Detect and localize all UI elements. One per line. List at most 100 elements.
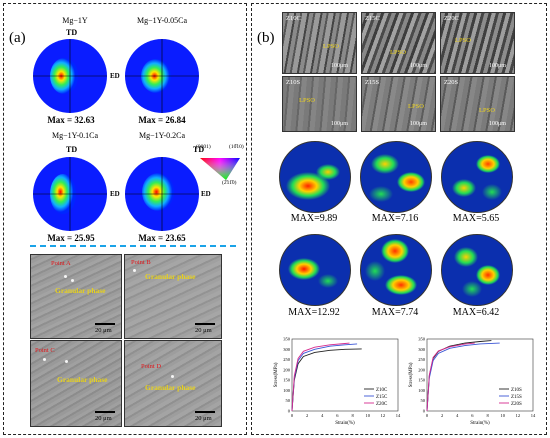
panel-b <box>251 3 547 435</box>
y-tick-label: 200 <box>418 367 426 372</box>
series-line-z15s <box>426 342 500 412</box>
micrograph-z20c: Z20C LPSO 100μm <box>440 12 515 74</box>
sem-phase-label: Granular phase <box>55 286 106 295</box>
x-tick-label: 12 <box>381 413 386 418</box>
y-axis-label: Stress(MPa) <box>409 362 414 387</box>
ebsd-pole-figure <box>360 141 432 213</box>
micrograph-title: Z10C <box>286 15 301 22</box>
micrograph-scale: 100μm <box>331 63 348 69</box>
y-tick-label: 250 <box>418 357 426 362</box>
sem-point-label: Point C <box>35 347 55 354</box>
x-tick-label: 8 <box>486 413 489 418</box>
legend-entry: Z15S <box>511 395 522 400</box>
y-tick-label: 150 <box>283 378 291 383</box>
pole-figure-td-label: TD <box>193 145 205 154</box>
sem-particle <box>64 275 67 278</box>
scale-bar <box>95 323 115 325</box>
sem-point-label: Point D <box>141 363 162 370</box>
y-tick-label: 200 <box>283 367 291 372</box>
sem-image-b: Point B Granular phase 20 μm <box>124 254 222 339</box>
series-line-z20c <box>291 342 350 412</box>
x-tick-label: 14 <box>531 413 536 418</box>
legend-entry: Z20S <box>511 402 522 407</box>
pole-figure-title: Mg−1Y-0.2Ca <box>138 131 186 140</box>
ipf-key-1010: (10̅10) <box>229 144 244 150</box>
sem-point-label: Point B <box>131 259 151 266</box>
pole-figure-ed-label: ED <box>201 190 211 198</box>
pole-figure-3 <box>33 157 107 231</box>
pole-figure-ed-label: ED <box>110 72 120 80</box>
micrograph-scale: 100μm <box>489 63 506 69</box>
pole-figure-title: Mg−1Y <box>62 16 88 25</box>
sem-particle <box>171 375 174 378</box>
sem-point-label: Point A <box>51 260 71 267</box>
pole-figure-max: Max = 25.95 <box>47 233 95 243</box>
micrograph-z20s: Z20S LPSO 100μm <box>440 76 515 132</box>
lpso-label: LPSO <box>323 43 339 50</box>
y-tick-label: 350 <box>418 337 426 342</box>
x-tick-label: 2 <box>306 413 308 418</box>
ebsd-max-label: MAX=7.16 <box>371 213 419 224</box>
micrograph-title: Z15S <box>365 79 380 86</box>
sem-phase-label: Granular phase <box>57 375 108 384</box>
micrograph-title: Z20C <box>444 15 459 22</box>
x-axis-label: Strain(%) <box>470 421 490 426</box>
x-tick-label: 4 <box>321 413 324 418</box>
y-tick-label: 0 <box>423 409 426 414</box>
ipf-key-0001: (0001) <box>196 144 211 150</box>
plot-frame <box>426 338 534 412</box>
micrograph-z10c: Z10C LPSO 100μm <box>282 12 357 74</box>
x-tick-label: 2 <box>441 413 443 418</box>
panel-a-divider <box>30 245 236 247</box>
series-line-z10c <box>291 348 362 412</box>
pole-figure-td-label: TD <box>66 28 78 37</box>
pole-figure-td-label: TD <box>66 145 78 154</box>
x-tick-label: 10 <box>500 413 505 418</box>
series-line-z20s <box>426 342 475 412</box>
pole-figure-1 <box>33 39 107 113</box>
scale-bar <box>195 411 215 413</box>
micrograph-title: Z15C <box>365 15 380 22</box>
stress-strain-chart: 0 50 100 150 200 250 300 350 0 2 4 6 8 10 12 14 Stress(M… <box>274 337 401 427</box>
panel-a-label: (a) <box>9 30 26 46</box>
x-tick-label: 6 <box>471 413 474 418</box>
lpso-label: LPSO <box>299 97 315 104</box>
x-tick-label: 14 <box>396 413 401 418</box>
scale-label: 20 μm <box>95 327 112 334</box>
x-tick-label: 6 <box>336 413 339 418</box>
pole-figure-title: Mg−1Y-0.1Ca <box>51 131 99 140</box>
pole-figure-4 <box>125 157 199 231</box>
y-tick-label: 300 <box>283 347 291 352</box>
legend-entry: Z10C <box>376 388 388 393</box>
x-tick-label: 0 <box>291 413 294 418</box>
micrograph-scale: 100μm <box>489 121 506 127</box>
micrograph-title: Z20S <box>444 79 459 86</box>
pole-figure-max: Max = 26.84 <box>138 115 186 125</box>
sem-particle <box>43 358 46 361</box>
lpso-label: LPSO <box>390 49 406 56</box>
pole-figure-ed-label: ED <box>110 190 120 198</box>
ebsd-max-label: MAX=5.65 <box>452 213 500 224</box>
ebsd-max-label: MAX=6.42 <box>452 307 500 318</box>
y-tick-label: 50 <box>286 398 291 403</box>
pole-figure-title: Mg−1Y-0.05Ca <box>136 16 188 25</box>
x-tick-label: 12 <box>516 413 521 418</box>
x-tick-label: 8 <box>351 413 354 418</box>
scale-label: 20 μm <box>195 327 212 334</box>
y-tick-label: 250 <box>283 357 291 362</box>
panel-b-label: (b) <box>257 30 275 46</box>
scale-label: 20 μm <box>195 415 212 422</box>
micrograph-title: Z10S <box>286 79 301 86</box>
sem-particle <box>133 269 136 272</box>
pole-figure-max: Max = 23.65 <box>138 233 186 243</box>
ebsd-pole-figure <box>441 234 513 306</box>
scale-label: 20 μm <box>95 415 112 422</box>
y-tick-label: 100 <box>283 388 291 393</box>
micrograph-z15s: Z15S LPSO 100μm <box>361 76 436 132</box>
y-tick-label: 100 <box>418 388 426 393</box>
y-axis-label: Stress(MPa) <box>274 362 279 387</box>
ipf-key-2110: (2̅11̅0) <box>222 180 237 186</box>
ipf-color-key <box>200 158 240 180</box>
scale-bar <box>95 411 115 413</box>
ebsd-max-label: MAX=9.89 <box>290 213 338 224</box>
